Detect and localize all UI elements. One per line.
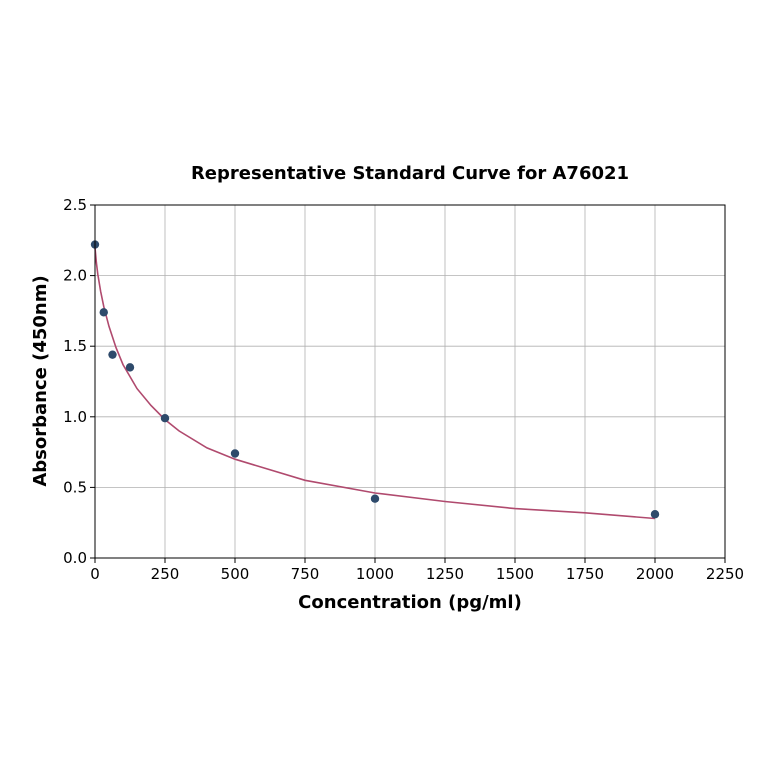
x-tick-label: 1250: [426, 565, 464, 583]
y-tick-label: 1.5: [63, 337, 87, 355]
plot-frame: [94, 204, 726, 559]
x-tick-label: 2000: [636, 565, 674, 583]
data-point: [370, 494, 380, 503]
y-tick-label: 0.5: [63, 478, 87, 496]
chart-title: Representative Standard Curve for A76021: [191, 163, 629, 184]
x-axis-ticks: 0 250 500 750 1000 1250 1500 1750 2000 2250: [90, 558, 744, 583]
x-tick-label: 1750: [566, 565, 604, 583]
fit-curve: [94, 247, 656, 520]
data-point: [108, 350, 117, 359]
data-point: [125, 363, 135, 372]
data-point: [650, 510, 660, 519]
y-axis-label: Absorbance (450nm): [30, 275, 51, 486]
data-point: [99, 308, 108, 317]
data-point: [230, 449, 240, 458]
x-tick-label: 750: [291, 565, 320, 583]
x-tick-label: 250: [151, 565, 180, 583]
data-point: [160, 414, 170, 423]
x-tick-label: 0: [90, 565, 100, 583]
y-tick-label: 2.5: [63, 196, 87, 214]
y-tick-label: 2.0: [63, 267, 87, 285]
y-tick-label: 1.0: [63, 408, 87, 426]
y-axis-ticks: 0.0 0.5 1.0 1.5 2.0 2.5: [63, 196, 95, 567]
x-axis-label: Concentration (pg/ml): [298, 592, 522, 613]
y-tick-label: 0.0: [63, 549, 87, 567]
grid: [94, 204, 726, 559]
data-points: [90, 240, 660, 519]
x-tick-label: 500: [221, 565, 250, 583]
x-tick-label: 1500: [496, 565, 534, 583]
x-tick-label: 2250: [706, 565, 744, 583]
x-tick-label: 1000: [356, 565, 394, 583]
